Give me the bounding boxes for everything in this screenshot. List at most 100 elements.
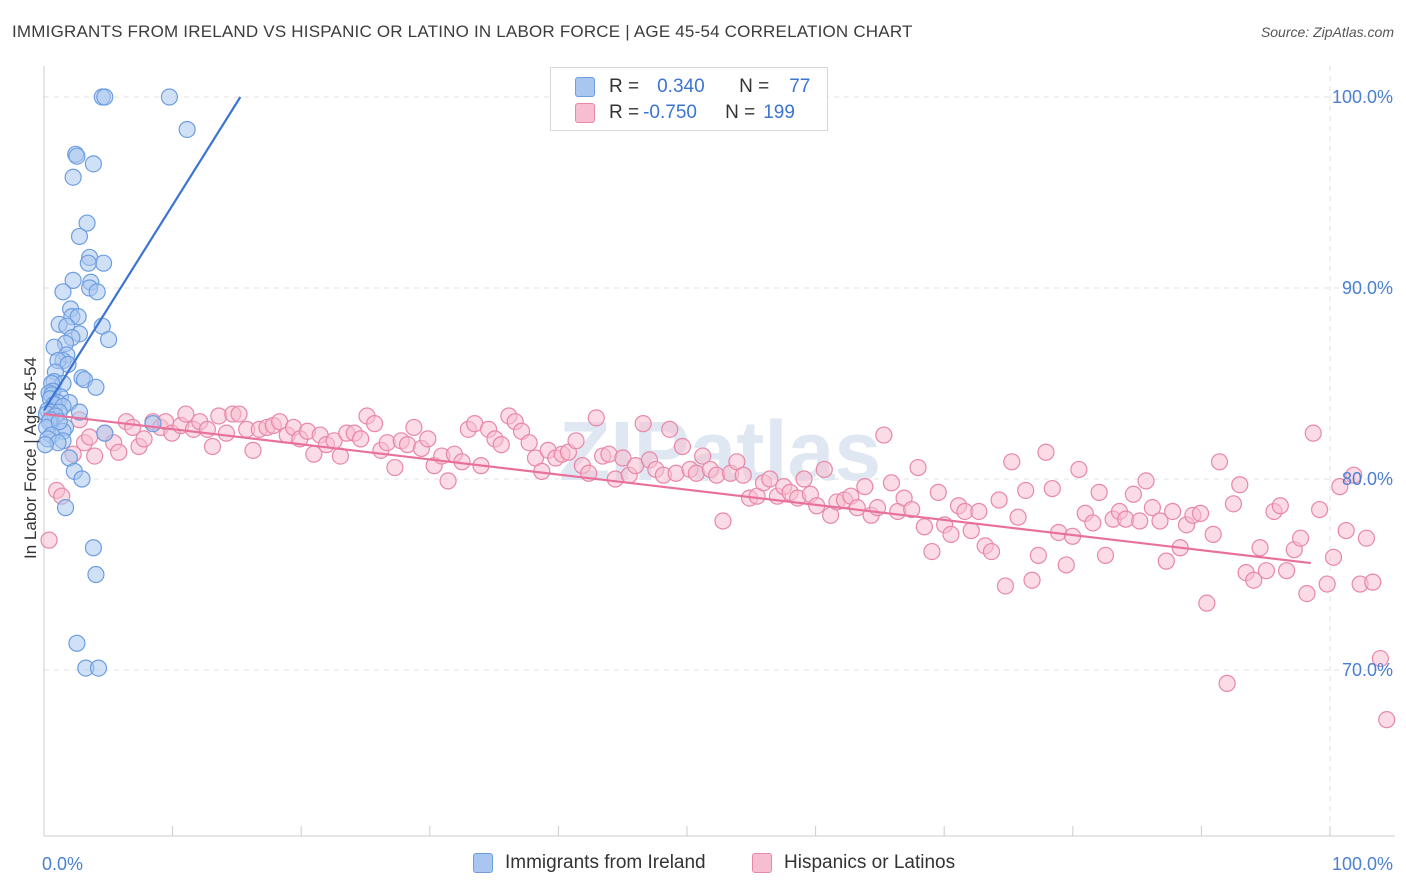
ireland-point <box>84 539 103 557</box>
hispanic-point <box>1271 497 1289 515</box>
hispanic-point <box>1070 460 1088 479</box>
ireland-point <box>100 330 118 349</box>
r-label: R = <box>609 102 640 123</box>
ireland-point <box>87 378 105 396</box>
hispanic-point <box>419 430 437 448</box>
y-tick-label: 90.0% <box>1342 278 1393 298</box>
hispanic-point <box>203 437 222 456</box>
hispanic-point <box>1151 512 1169 530</box>
legend-item-ireland[interactable]: Immigrants from Ireland <box>473 852 706 874</box>
hispanic-point <box>1198 594 1216 612</box>
hispanic-point <box>177 405 195 423</box>
n-label: N = <box>739 76 770 97</box>
ireland-point <box>70 403 89 421</box>
source-credit: Source: ZipAtlas.com <box>1260 24 1394 40</box>
hispanic-point <box>614 449 632 467</box>
n-value: 77 <box>789 76 811 97</box>
ireland-point <box>54 283 72 301</box>
hispanic-point <box>1337 521 1355 540</box>
legend-item-hispanic[interactable]: Hispanics or Latinos <box>752 852 955 874</box>
y-axis-label: In Labor Force | Age 45-54 <box>21 357 40 559</box>
correlation-legend: R = 0.340 N = 77 R = -0.750 N = 199 <box>550 67 828 131</box>
hispanic-point <box>1291 529 1310 547</box>
hispanic-trend-line <box>43 412 1311 565</box>
hispanic-point <box>1324 548 1343 566</box>
hispanic-point <box>1057 556 1075 574</box>
hispanic-point <box>1043 479 1061 498</box>
legend-label-hispanic: Hispanics or Latinos <box>784 852 956 873</box>
hispanic-point <box>366 415 384 433</box>
ireland-point <box>64 168 82 186</box>
ireland-point <box>78 214 96 232</box>
x-tick-label: 100.0% <box>1332 854 1393 874</box>
hispanic-point <box>1124 485 1142 503</box>
hispanic-point <box>761 470 779 488</box>
hispanic-point <box>110 443 128 461</box>
hispanic-point <box>244 441 262 459</box>
hispanic-point <box>714 512 732 530</box>
hispanic-point <box>81 428 99 446</box>
hispanic-point <box>1003 453 1021 471</box>
ireland-point <box>73 470 91 488</box>
hispanic-point <box>135 430 153 448</box>
hispanic-point <box>1096 546 1115 565</box>
hispanic-point <box>942 525 960 543</box>
hispanic-point <box>217 424 236 442</box>
legend-swatch-ireland <box>473 853 493 873</box>
hispanic-point <box>1191 504 1210 522</box>
hispanic-point <box>1224 495 1243 513</box>
n-value: 199 <box>763 102 795 123</box>
ireland-point <box>160 88 179 106</box>
hispanic-point <box>661 420 679 438</box>
y-tick-label: 80.0% <box>1342 469 1393 489</box>
hispanic-point <box>1204 525 1222 543</box>
ireland-point <box>144 415 162 433</box>
ireland-point <box>68 147 86 165</box>
ireland-point <box>68 634 86 652</box>
ireland-point <box>89 659 108 677</box>
hispanic-point <box>1378 711 1396 729</box>
ireland-point <box>79 254 97 272</box>
ireland-point <box>56 499 75 517</box>
hispanic-point <box>1157 552 1175 570</box>
hispanic-point <box>903 500 921 519</box>
hispanic-point <box>673 437 692 456</box>
r-label: R = <box>609 76 640 97</box>
hispanic-point <box>1298 584 1316 603</box>
ireland-point <box>69 308 87 326</box>
series-hispanics-points <box>40 405 1396 729</box>
hispanic-point <box>352 430 370 448</box>
hispanic-point <box>634 415 652 433</box>
hispanic-point <box>856 478 874 496</box>
legend-row-ireland: R = 0.340 N = 77 <box>575 75 810 99</box>
hispanic-point <box>915 518 933 536</box>
legend-swatch-hispanic <box>752 853 772 873</box>
r-value: -0.750 <box>643 102 697 123</box>
hispanic-point <box>230 405 248 423</box>
hispanic-point <box>694 447 712 465</box>
ireland-point <box>96 88 114 106</box>
hispanic-point <box>909 458 927 477</box>
hispanic-point <box>929 483 947 501</box>
ireland-point <box>84 155 103 173</box>
legend-row-hispanic: R = -0.750 N = 199 <box>575 101 795 125</box>
legend-swatch-hispanic <box>575 103 595 123</box>
hispanic-point <box>567 432 585 450</box>
ireland-point <box>87 565 105 584</box>
grid-lines <box>44 66 1395 836</box>
hispanic-point <box>40 531 58 549</box>
hispanic-point <box>1017 481 1035 500</box>
hispanic-point <box>1131 512 1149 530</box>
y-tick-labels: 70.0% 80.0% 90.0% 100.0% <box>1332 87 1393 680</box>
hispanic-point <box>492 436 510 454</box>
hispanic-point <box>1371 649 1389 668</box>
ireland-point <box>88 283 106 301</box>
hispanic-point <box>1090 483 1108 501</box>
hispanic-point <box>1245 571 1263 589</box>
hispanic-point <box>386 458 404 477</box>
legend-swatch-ireland <box>575 77 595 97</box>
hispanic-point <box>882 474 901 492</box>
hispanic-point <box>1318 575 1336 593</box>
hispanic-point <box>970 502 988 521</box>
